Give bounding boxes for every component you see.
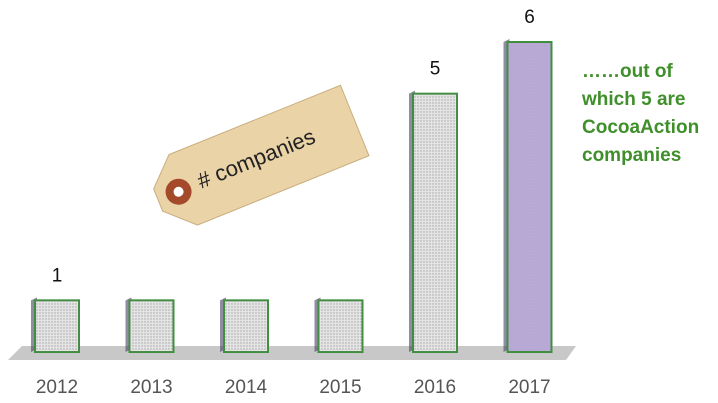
annotation: CocoaAction: [582, 117, 699, 138]
x-tick-label: 2013: [130, 377, 172, 398]
x-tick-label: 2015: [319, 377, 361, 398]
bar-texture: [507, 42, 552, 352]
x-tick-label: 2012: [36, 377, 78, 398]
bar-texture: [413, 93, 457, 353]
x-tick-label: 2014: [225, 377, 268, 398]
tag: # companies: [153, 84, 370, 226]
data-label: 6: [524, 7, 535, 28]
annotation: ……out of: [582, 61, 673, 82]
data-label: 1: [52, 265, 63, 286]
x-tick-label: 2016: [414, 377, 456, 398]
bar-texture: [129, 300, 174, 352]
bar-texture: [35, 300, 79, 352]
bar-texture: [224, 300, 268, 352]
annotation: companies: [582, 145, 681, 166]
tag-hole: [173, 186, 184, 197]
bar-texture: [318, 300, 363, 352]
floor: [8, 346, 576, 360]
x-tick-label: 2017: [508, 377, 550, 398]
tag-body: [153, 84, 370, 226]
annotation: which 5 are: [581, 89, 686, 110]
data-label: 5: [430, 59, 441, 80]
